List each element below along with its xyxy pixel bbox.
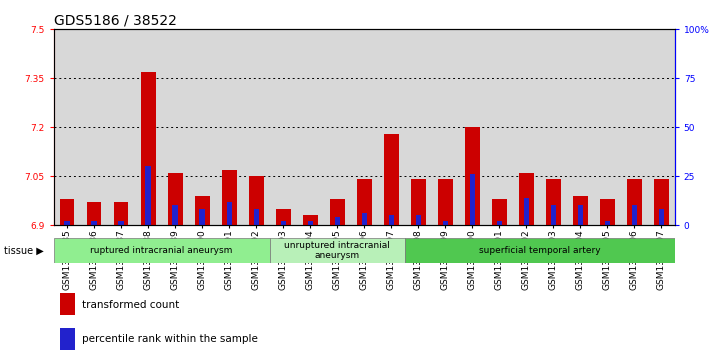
Bar	[496, 221, 502, 225]
Bar	[405, 29, 432, 225]
Bar	[605, 221, 610, 225]
Bar	[108, 29, 134, 225]
Bar	[492, 199, 507, 225]
Bar	[405, 238, 675, 263]
Bar	[654, 179, 668, 225]
Bar	[141, 72, 156, 225]
Bar	[351, 29, 378, 225]
Bar	[81, 29, 108, 225]
Bar	[188, 29, 216, 225]
Bar	[243, 29, 270, 225]
Bar	[54, 238, 270, 263]
Bar	[221, 170, 236, 225]
Text: unruptured intracranial
aneurysm: unruptured intracranial aneurysm	[284, 241, 390, 260]
Bar	[54, 29, 81, 225]
Bar	[91, 221, 96, 225]
Bar	[648, 29, 675, 225]
Bar	[383, 134, 398, 225]
Bar	[540, 29, 567, 225]
Bar	[545, 179, 560, 225]
Bar	[432, 29, 458, 225]
Bar	[270, 29, 296, 225]
Bar	[173, 205, 178, 225]
Bar	[620, 29, 648, 225]
Bar	[361, 213, 367, 225]
Bar	[323, 29, 351, 225]
Bar	[199, 209, 205, 225]
Bar	[146, 166, 151, 225]
Text: tissue ▶: tissue ▶	[4, 245, 44, 256]
Bar	[458, 29, 486, 225]
Text: ruptured intracranial aneurysm: ruptured intracranial aneurysm	[91, 246, 233, 255]
Bar	[519, 173, 533, 225]
Bar	[134, 29, 161, 225]
Bar	[378, 29, 405, 225]
Bar	[161, 29, 188, 225]
Bar	[64, 221, 70, 225]
Bar	[216, 29, 243, 225]
Bar	[86, 202, 101, 225]
Bar	[513, 29, 540, 225]
Bar	[550, 205, 555, 225]
Bar	[168, 173, 183, 225]
Text: transformed count: transformed count	[81, 299, 178, 310]
Bar	[465, 127, 480, 225]
Bar	[281, 221, 286, 225]
Bar	[632, 205, 637, 225]
Bar	[226, 201, 232, 225]
Text: percentile rank within the sample: percentile rank within the sample	[81, 334, 257, 344]
Bar	[357, 179, 371, 225]
Bar	[60, 199, 74, 225]
Bar	[308, 221, 313, 225]
Bar	[627, 179, 642, 225]
Bar	[470, 174, 475, 225]
Bar	[443, 221, 448, 225]
Bar	[296, 29, 323, 225]
Bar	[411, 179, 426, 225]
Bar	[416, 215, 421, 225]
Bar	[303, 215, 318, 225]
Text: superficial temporal artery: superficial temporal artery	[479, 246, 600, 255]
Bar	[270, 238, 405, 263]
Bar	[114, 202, 129, 225]
Bar	[578, 205, 583, 225]
Bar	[119, 221, 124, 225]
Bar	[567, 29, 594, 225]
Bar	[330, 199, 345, 225]
Bar	[658, 209, 664, 225]
Bar	[486, 29, 513, 225]
Bar	[248, 176, 263, 225]
Bar	[195, 196, 209, 225]
Bar	[60, 328, 75, 350]
Bar	[388, 215, 393, 225]
Bar	[335, 217, 340, 225]
Bar	[253, 209, 258, 225]
Bar	[573, 196, 588, 225]
Text: GDS5186 / 38522: GDS5186 / 38522	[54, 14, 176, 28]
Bar	[594, 29, 620, 225]
Bar	[600, 199, 615, 225]
Bar	[276, 209, 291, 225]
Bar	[60, 293, 75, 315]
Bar	[438, 179, 453, 225]
Bar	[523, 197, 529, 225]
